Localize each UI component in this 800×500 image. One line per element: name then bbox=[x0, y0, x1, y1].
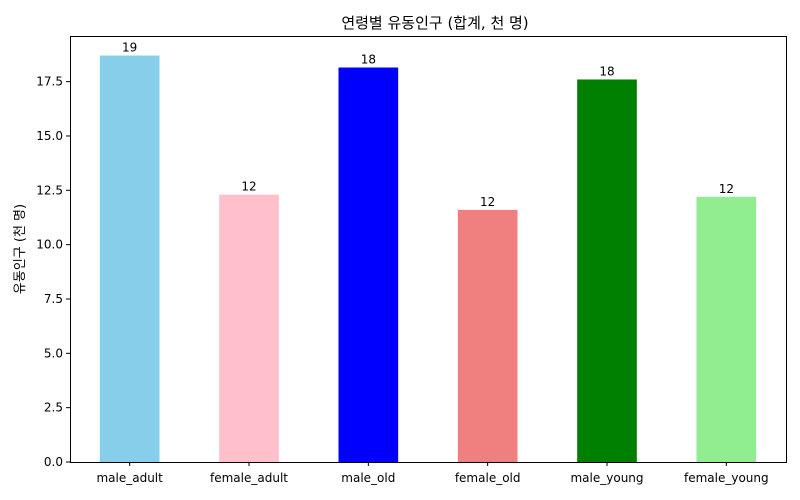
bar-female-adult bbox=[219, 194, 279, 462]
bar-male-old bbox=[338, 67, 399, 462]
chart-title: 연령별 유동인구 (합계, 천 명) bbox=[341, 14, 528, 32]
bar-female-old bbox=[457, 209, 518, 462]
plot-frame bbox=[70, 36, 787, 463]
x-tick-label: male_adult bbox=[96, 471, 163, 485]
y-axis-ticks: 0.0 2.5 5.0 7.5 10.0 12.5 15.0 17.5 bbox=[36, 75, 70, 469]
x-tick-label: male_old bbox=[341, 471, 395, 485]
bar-value-label: 19 bbox=[122, 41, 137, 55]
y-tick-label: 15.0 bbox=[36, 129, 63, 143]
bar-male-young bbox=[577, 79, 637, 462]
y-tick-label: 2.5 bbox=[44, 401, 63, 415]
bar-value-label: 12 bbox=[241, 180, 256, 194]
bar-value-label: 12 bbox=[480, 195, 495, 209]
x-axis-ticks: male_adult female_adult male_old female_old… bbox=[96, 462, 769, 485]
y-tick-label: 0.0 bbox=[44, 455, 63, 469]
y-tick-label: 5.0 bbox=[44, 346, 63, 360]
bar-female-young bbox=[696, 196, 757, 462]
y-tick-label: 12.5 bbox=[36, 183, 63, 197]
y-tick-label: 10.0 bbox=[36, 238, 63, 252]
x-tick-label: male_young bbox=[570, 471, 643, 485]
x-tick-label: female_young bbox=[684, 471, 769, 485]
y-axis-label: 유동인구 (천 명) bbox=[13, 204, 28, 294]
bars-group bbox=[99, 55, 757, 463]
y-tick-label: 17.5 bbox=[36, 75, 63, 89]
y-tick-label: 7.5 bbox=[44, 292, 63, 306]
bar-labels-group: 19 12 18 12 18 12 bbox=[122, 41, 734, 209]
x-tick-label: female_adult bbox=[210, 471, 288, 485]
x-tick-label: female_old bbox=[455, 471, 521, 485]
bar-male-adult bbox=[99, 55, 160, 463]
bar-value-label: 12 bbox=[719, 182, 734, 196]
bar-value-label: 18 bbox=[599, 64, 614, 78]
bar-value-label: 18 bbox=[361, 53, 376, 67]
